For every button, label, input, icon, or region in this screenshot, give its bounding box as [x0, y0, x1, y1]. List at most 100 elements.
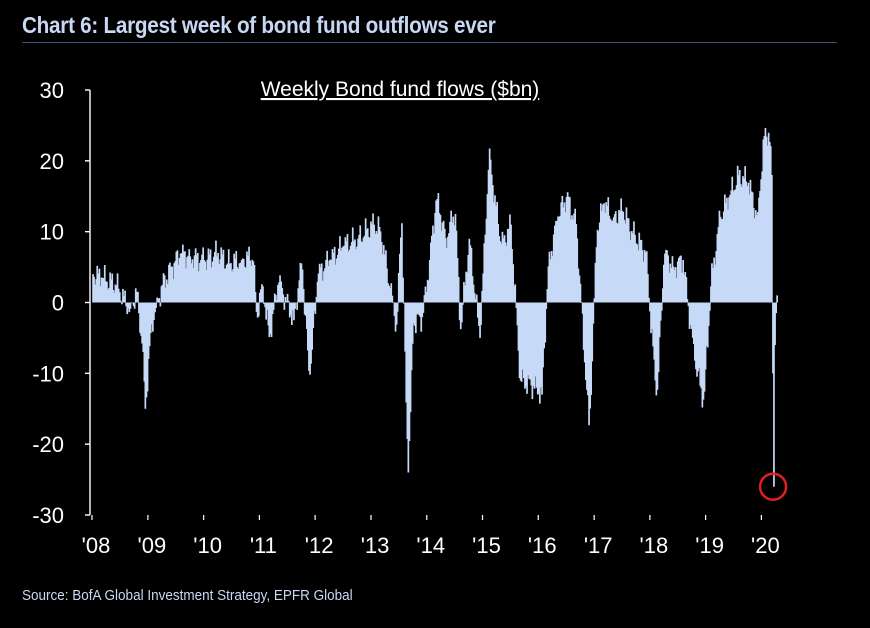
weekly-flow-bar	[208, 254, 211, 303]
weekly-flow-bar	[194, 248, 197, 303]
weekly-flow-bar	[102, 277, 105, 303]
weekly-flow-bar	[121, 302, 123, 305]
weekly-flow-bar	[443, 228, 446, 303]
weekly-flow-bar	[632, 233, 634, 303]
weekly-flow-bar	[314, 302, 317, 314]
weekly-flow-bar	[372, 213, 374, 303]
weekly-flow-bar	[559, 215, 561, 303]
weekly-flow-bar	[122, 288, 124, 303]
weekly-flow-bar	[529, 302, 532, 380]
weekly-flow-bar	[698, 302, 700, 369]
weekly-flow-bar	[616, 222, 618, 303]
weekly-flow-bar	[571, 215, 573, 303]
weekly-flow-bar	[392, 302, 395, 304]
weekly-flow-bar	[608, 215, 611, 303]
weekly-flow-bar	[637, 250, 640, 303]
weekly-flow-bar	[433, 233, 435, 303]
weekly-flow-bar	[722, 211, 725, 303]
weekly-flow-bar	[572, 219, 574, 303]
weekly-flow-bar	[740, 184, 742, 303]
weekly-flow-bar	[693, 302, 695, 344]
weekly-flow-bar	[540, 302, 542, 388]
y-tick-labels: 30 20 10 0 -10 -20 -30	[32, 78, 64, 528]
weekly-flow-bar	[563, 202, 566, 303]
weekly-flow-bar	[105, 281, 107, 303]
weekly-flow-bar	[126, 302, 129, 315]
weekly-flow-bar	[325, 259, 327, 303]
weekly-flow-bar	[742, 176, 744, 303]
weekly-flow-bar	[505, 246, 508, 303]
weekly-flow-bar	[511, 249, 513, 303]
weekly-flow-bar	[455, 230, 458, 303]
weekly-flow-bar	[312, 302, 315, 328]
weekly-flow-bar	[273, 293, 276, 303]
weekly-flow-bar	[345, 241, 348, 303]
weekly-flow-bar	[260, 289, 262, 303]
weekly-flow-bar	[248, 246, 250, 303]
weekly-flow-bar	[329, 259, 332, 303]
weekly-flow-bar	[614, 211, 617, 303]
x-tick-label: '14	[416, 533, 445, 558]
weekly-flow-bar	[396, 302, 399, 312]
weekly-flow-bar	[772, 302, 774, 374]
weekly-flow-bar	[619, 211, 621, 303]
weekly-flow-bar	[524, 302, 526, 389]
x-tick-labels: '08 '09 '10 '11 '12 '13 '14 '15 '16 '17 '18 '19 '20	[82, 533, 780, 558]
weekly-flow-bar	[132, 302, 135, 307]
weekly-flow-bar	[450, 210, 452, 303]
weekly-flow-bar	[176, 250, 179, 303]
weekly-flow-bar	[351, 227, 354, 303]
weekly-flow-bar	[100, 277, 103, 303]
weekly-flow-bar	[245, 268, 247, 303]
weekly-flow-bar	[706, 302, 709, 348]
weekly-flow-bar	[129, 302, 132, 309]
weekly-flow-bar	[488, 148, 491, 303]
weekly-flow-bar	[727, 209, 729, 303]
weekly-flow-bar	[125, 302, 127, 307]
weekly-flow-bar	[320, 263, 323, 303]
weekly-flow-bar	[237, 269, 240, 303]
weekly-flow-bar	[162, 273, 165, 303]
weekly-flow-bar	[555, 221, 557, 303]
weekly-flow-bar	[713, 257, 715, 303]
weekly-flow-bar	[348, 249, 351, 303]
weekly-flow-bar	[503, 235, 506, 303]
weekly-flow-bar	[130, 302, 133, 304]
weekly-flow-bar	[745, 181, 747, 303]
weekly-flow-bar	[334, 264, 337, 303]
weekly-flow-bar	[249, 260, 251, 303]
weekly-flow-bar	[317, 273, 320, 303]
weekly-flow-bar	[173, 263, 176, 303]
weekly-flow-bar	[582, 302, 585, 350]
y-tick-label: 10	[40, 220, 64, 245]
weekly-flow-bar	[657, 302, 660, 373]
weekly-flow-bar	[465, 271, 467, 303]
weekly-flow-bar	[761, 171, 764, 303]
weekly-flow-bar	[767, 132, 770, 303]
weekly-flow-bar	[196, 253, 199, 303]
y-tick-label: 30	[40, 78, 64, 103]
weekly-flow-bar	[426, 279, 429, 303]
weekly-flow-bar	[532, 302, 535, 386]
weekly-flow-bar	[469, 245, 472, 303]
weekly-flow-bar	[417, 302, 419, 314]
weekly-flow-bar	[435, 200, 437, 303]
weekly-flow-bar	[575, 224, 578, 303]
weekly-flow-bar	[246, 251, 248, 303]
weekly-flow-bar	[642, 261, 645, 303]
weekly-flow-bar	[636, 244, 638, 303]
weekly-flow-bar	[446, 247, 448, 303]
weekly-flow-bar	[738, 170, 741, 303]
weekly-flow-bar	[211, 261, 214, 303]
weekly-flow-bar	[526, 302, 528, 394]
weekly-flow-bar	[732, 191, 735, 303]
weekly-flow-bar	[368, 237, 370, 303]
weekly-flow-bar	[605, 202, 607, 303]
weekly-flow-bar	[649, 302, 651, 312]
weekly-flow-bar	[629, 240, 632, 303]
weekly-flow-bar	[421, 302, 424, 318]
weekly-flow-bar	[736, 165, 739, 303]
weekly-flow-bar	[472, 284, 475, 303]
weekly-flow-bar	[231, 271, 233, 303]
weekly-flow-bar	[193, 255, 196, 303]
